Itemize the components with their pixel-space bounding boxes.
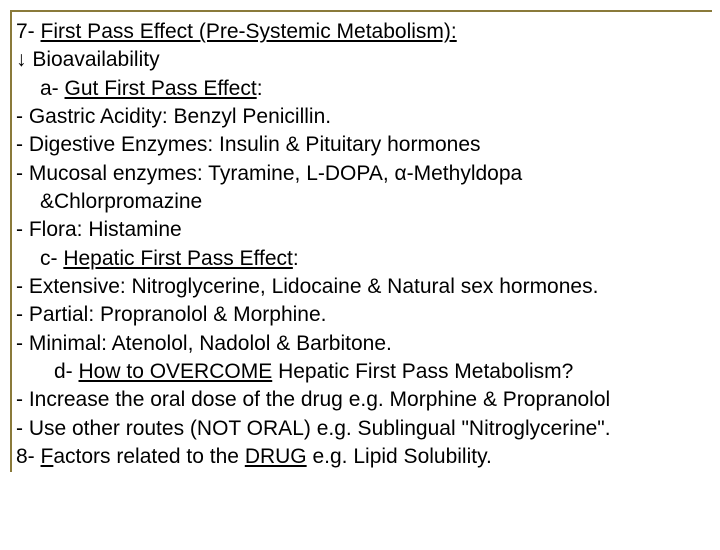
bullet-extensive: - Extensive: Nitroglycerine, Lidocaine &… bbox=[16, 273, 712, 301]
subhead-gut: a- Gut First Pass Effect: bbox=[16, 75, 712, 103]
bullet-flora: - Flora: Histamine bbox=[16, 216, 712, 244]
bioavailability-text: Bioavailability bbox=[27, 48, 160, 71]
heading-factors-drug: 8- Factors related to the DRUG e.g. Lipi… bbox=[16, 443, 712, 471]
sub-c-prefix: c- bbox=[40, 247, 63, 270]
subhead-hepatic: c- Hepatic First Pass Effect: bbox=[16, 245, 712, 273]
sub-a-prefix: a- bbox=[40, 77, 65, 100]
bullet-partial: - Partial: Propranolol & Morphine. bbox=[16, 301, 712, 329]
sub-a-colon: : bbox=[257, 77, 263, 100]
sub-d-title: How to OVERCOME bbox=[79, 360, 273, 383]
sub-d-tail: Hepatic First Pass Metabolism? bbox=[272, 360, 573, 383]
bullet-mucosal: - Mucosal enzymes: Tyramine, L-DOPA, α-M… bbox=[16, 160, 712, 188]
num-8: 8- bbox=[16, 445, 35, 468]
down-arrow-icon: ↓ bbox=[16, 48, 27, 71]
sub-c-title: Hepatic First Pass Effect bbox=[63, 247, 293, 270]
sub-c-colon: : bbox=[293, 247, 299, 270]
bullet-gastric: - Gastric Acidity: Benzyl Penicillin. bbox=[16, 103, 712, 131]
factor-f: F bbox=[41, 445, 54, 468]
bullet-minimal: - Minimal: Atenolol, Nadolol & Barbitone… bbox=[16, 330, 712, 358]
slide-content: 7- First Pass Effect (Pre-Systemic Metab… bbox=[10, 10, 712, 472]
bullet-increase-dose: - Increase the oral dose of the drug e.g… bbox=[16, 386, 712, 414]
heading-first-pass: 7- First Pass Effect (Pre-Systemic Metab… bbox=[16, 18, 712, 46]
factor-tail: e.g. Lipid Solubility. bbox=[307, 445, 492, 468]
factor-mid: actors related to the bbox=[53, 445, 244, 468]
bullet-other-routes: - Use other routes (NOT ORAL) e.g. Subli… bbox=[16, 415, 712, 443]
num-7: 7- bbox=[16, 20, 35, 43]
bullet-mucosal-cont: &Chlorpromazine bbox=[16, 188, 712, 216]
sub-a-title: Gut First Pass Effect bbox=[65, 77, 257, 100]
bullet-digestive: - Digestive Enzymes: Insulin & Pituitary… bbox=[16, 131, 712, 159]
sub-d-prefix: d- bbox=[54, 360, 79, 383]
bioavailability-line: ↓ Bioavailability bbox=[16, 46, 712, 74]
heading-title: First Pass Effect (Pre-Systemic Metaboli… bbox=[41, 20, 457, 43]
subhead-overcome: d- How to OVERCOME Hepatic First Pass Me… bbox=[16, 358, 712, 386]
factor-drug: DRUG bbox=[245, 445, 307, 468]
